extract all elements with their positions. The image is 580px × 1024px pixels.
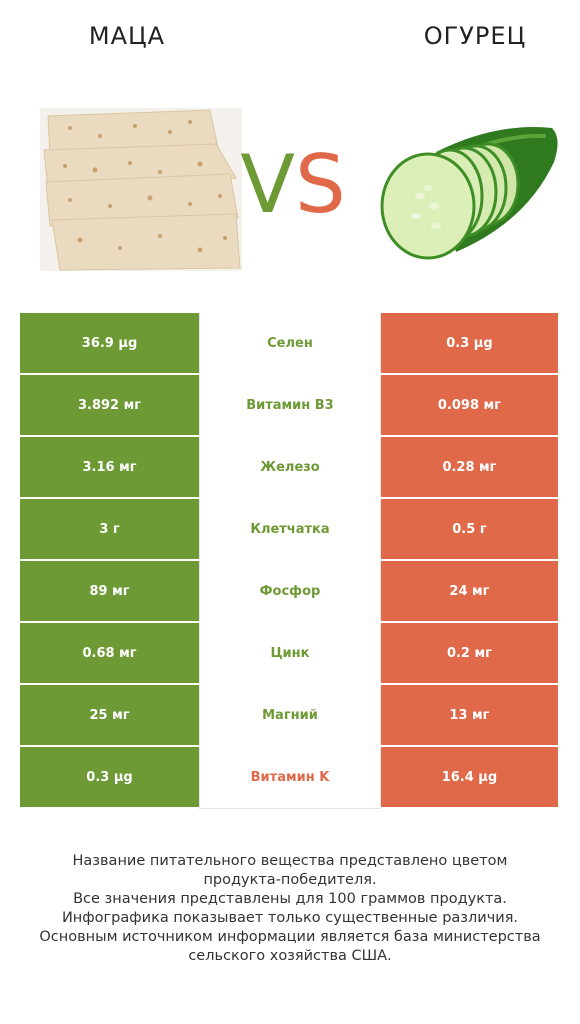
- right-value: 0.3 µg: [380, 313, 558, 375]
- table-row: 3 г Клетчатка 0.5 г: [20, 499, 558, 561]
- nutrient-name: Магний: [199, 685, 381, 747]
- left-value: 36.9 µg: [20, 313, 200, 375]
- footnote-line: Все значения представлены для 100 граммо…: [73, 891, 507, 907]
- table-row: 25 мг Магний 13 мг: [20, 685, 558, 747]
- nutrient-name: Витамин B3: [199, 375, 381, 437]
- vs-s: S: [294, 138, 346, 231]
- footnote-line: продукта-победителя.: [203, 872, 377, 888]
- table-row: 3.16 мг Железо 0.28 мг: [20, 437, 558, 499]
- nutrient-name: Цинк: [199, 623, 381, 685]
- right-value: 0.28 мг: [380, 437, 558, 499]
- right-value: 16.4 µg: [380, 747, 558, 809]
- table-row: 36.9 µg Селен 0.3 µg: [20, 313, 558, 375]
- nutrient-name: Фосфор: [199, 561, 381, 623]
- right-food-title: ОГУРЕЦ: [423, 22, 527, 50]
- left-value: 3 г: [20, 499, 200, 561]
- left-value: 3.16 мг: [20, 437, 200, 499]
- nutrient-name: Клетчатка: [199, 499, 381, 561]
- vs-v: V: [240, 138, 295, 231]
- right-value: 0.098 мг: [380, 375, 558, 437]
- left-food-title: МАЦА: [88, 22, 166, 50]
- table-row: 0.3 µg Витамин K 16.4 µg: [20, 747, 558, 809]
- nutrient-name: Витамин K: [199, 747, 381, 809]
- table-row: 0.68 мг Цинк 0.2 мг: [20, 623, 558, 685]
- right-value: 24 мг: [380, 561, 558, 623]
- comparison-table: 36.9 µg Селен 0.3 µg 3.892 мг Витамин B3 0.09…: [20, 313, 558, 809]
- footnote: Название питательного вещества представл…: [20, 852, 560, 966]
- footnote-line: Инфографика показывает только существенн…: [61, 910, 519, 926]
- left-value: 89 мг: [20, 561, 200, 623]
- left-value: 25 мг: [20, 685, 200, 747]
- right-value: 0.2 мг: [380, 623, 558, 685]
- left-value: 3.892 мг: [20, 375, 200, 437]
- nutrient-name: Селен: [199, 313, 381, 375]
- nutrient-name: Железо: [199, 437, 381, 499]
- right-value: 0.5 г: [380, 499, 558, 561]
- matzo-image: [40, 108, 242, 271]
- left-value: 0.68 мг: [20, 623, 200, 685]
- footnote-line: Название питательного вещества представл…: [72, 853, 508, 869]
- right-value: 13 мг: [380, 685, 558, 747]
- footnote-line: сельского хозяйства США.: [188, 948, 392, 964]
- cucumber-image: [380, 127, 558, 260]
- left-value: 0.3 µg: [20, 747, 200, 809]
- vs-label: VS: [228, 130, 358, 240]
- footnote-line: Основным источником информации является …: [39, 929, 541, 945]
- table-row: 89 мг Фосфор 24 мг: [20, 561, 558, 623]
- table-row: 3.892 мг Витамин B3 0.098 мг: [20, 375, 558, 437]
